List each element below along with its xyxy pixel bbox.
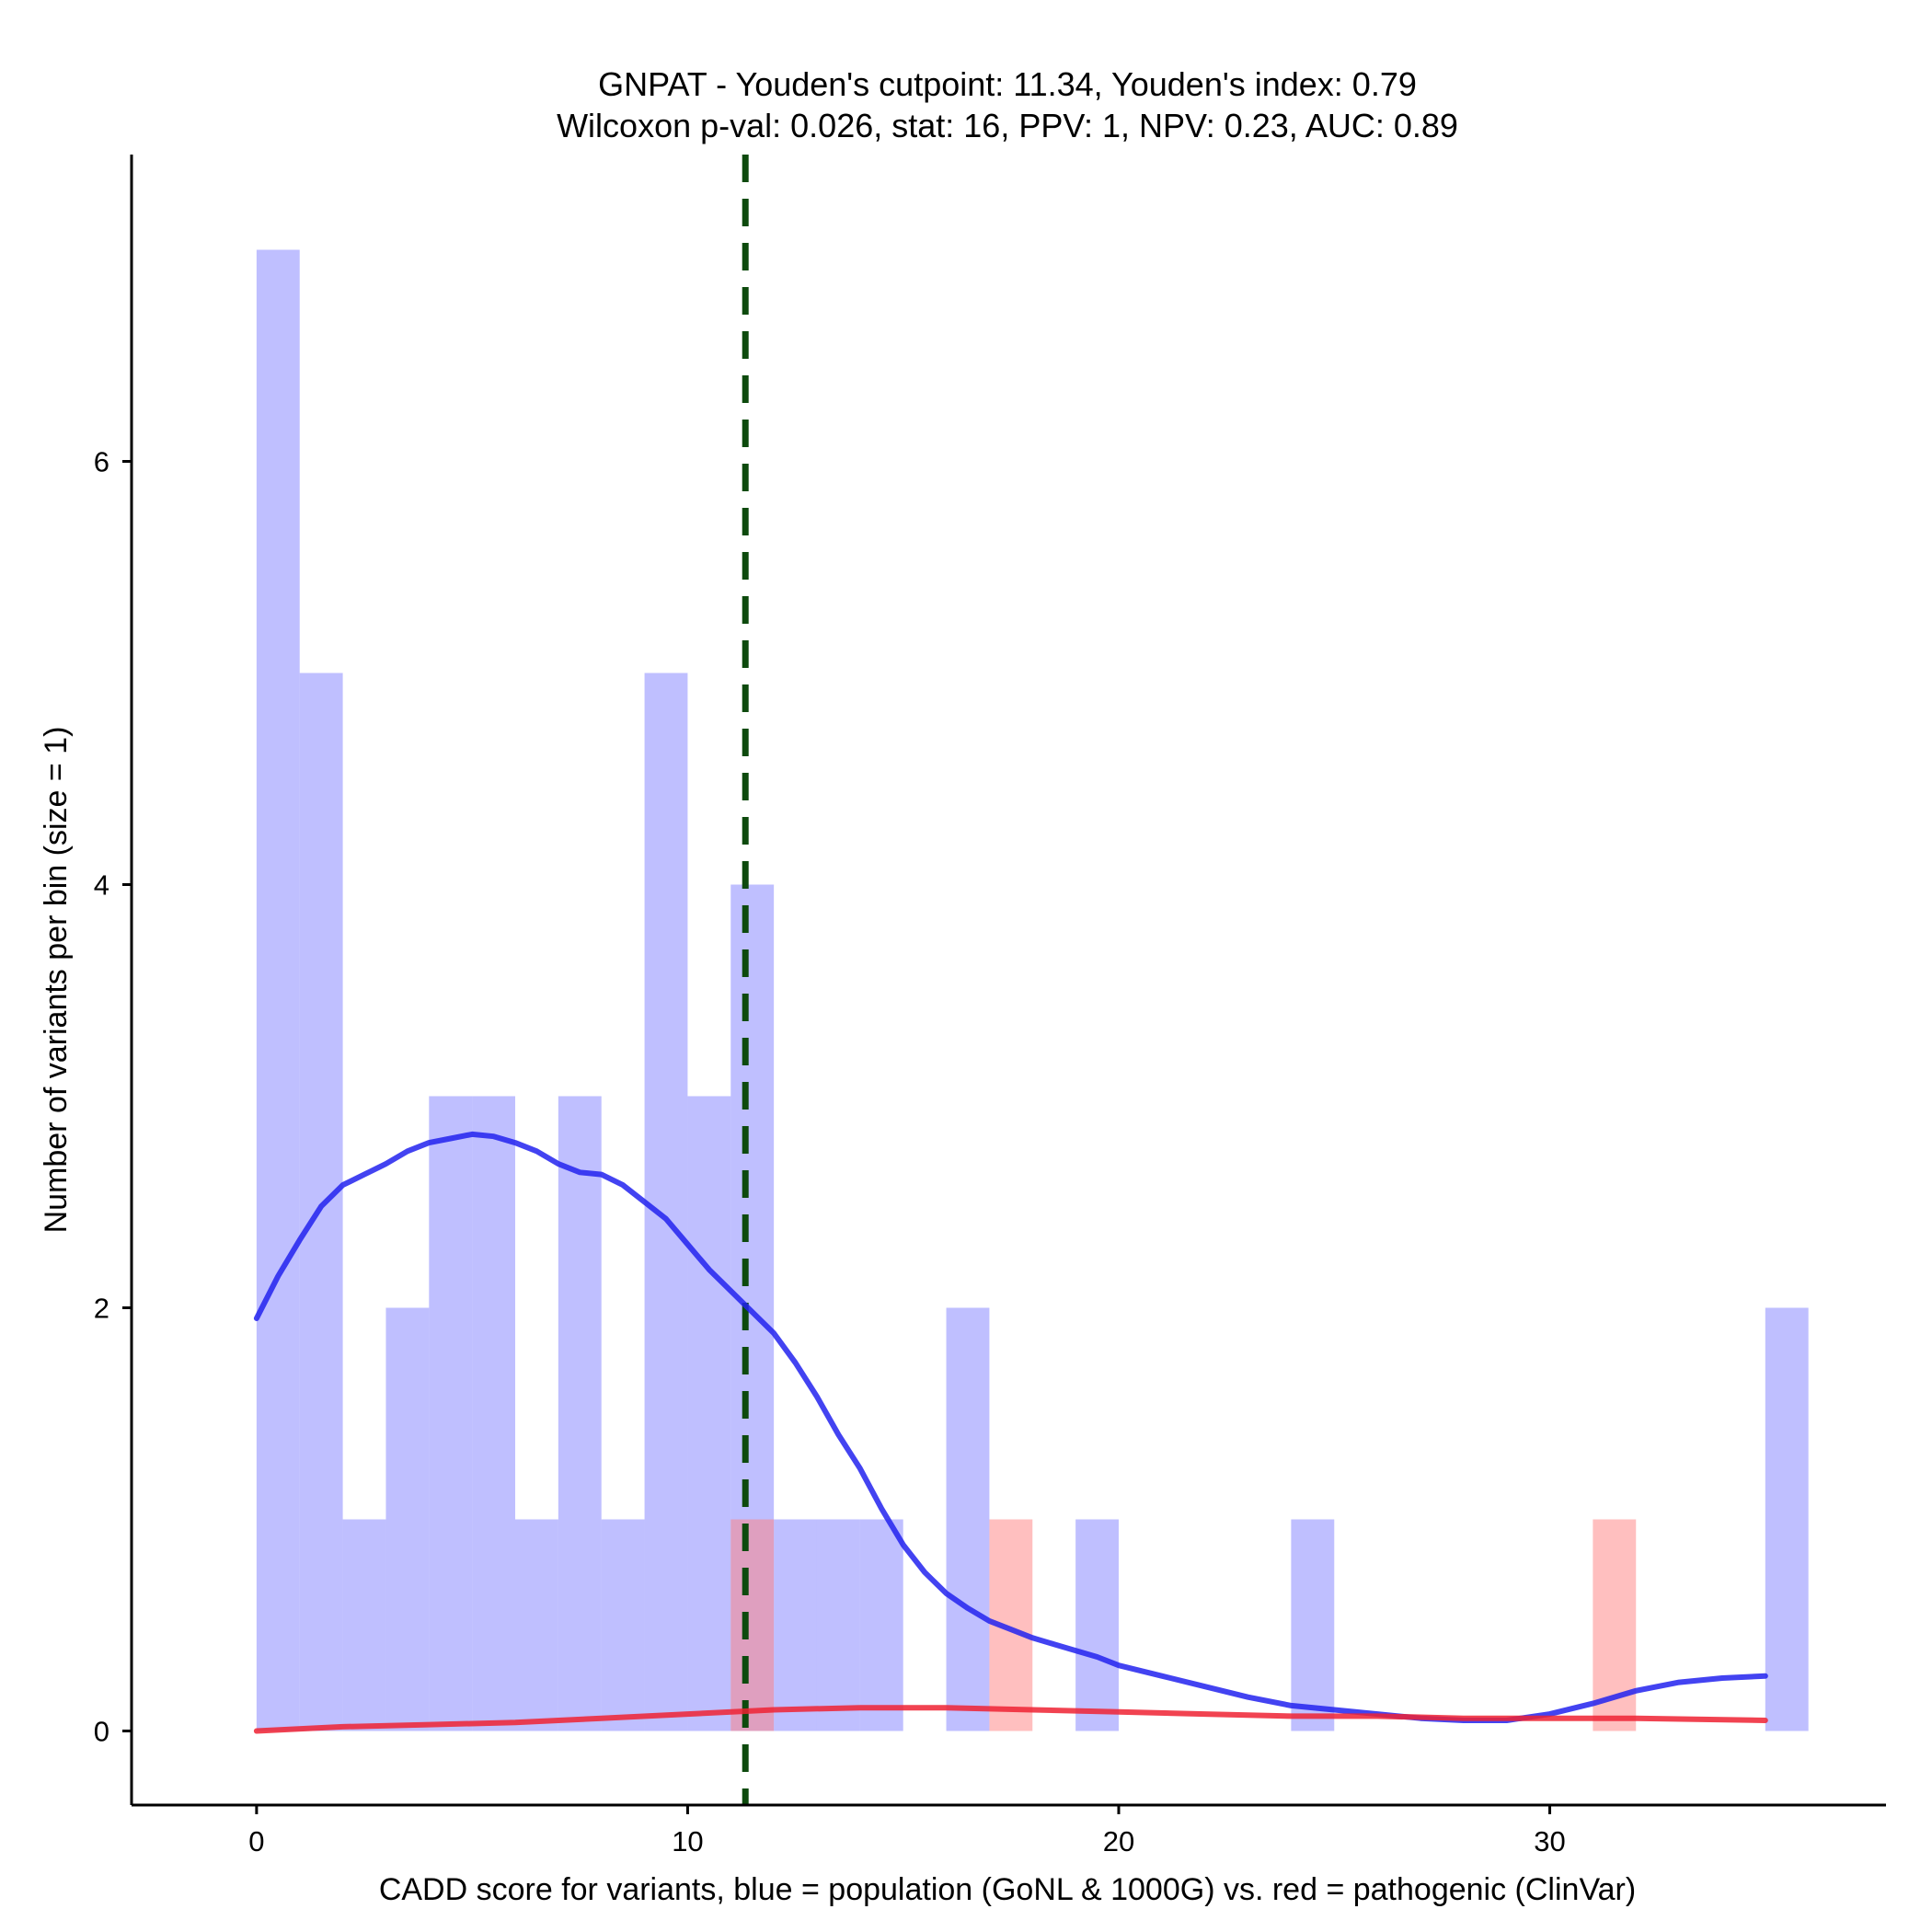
population-bar-2 bbox=[342, 1519, 386, 1731]
y-axis-label: Number of variants per bin (size = 1) bbox=[39, 727, 74, 1234]
y-tick-label-0: 0 bbox=[94, 1716, 109, 1748]
chart-title-line-1: GNPAT - Youden's cutpoint: 11.34, Youden… bbox=[598, 65, 1417, 103]
density-lines bbox=[253, 1131, 1768, 1734]
x-tick-label-20: 20 bbox=[1103, 1825, 1134, 1857]
x-tick-label-30: 30 bbox=[1534, 1825, 1565, 1857]
population-bar-16 bbox=[946, 1307, 990, 1731]
population-bar-13 bbox=[816, 1519, 860, 1731]
population-bar-24 bbox=[1291, 1519, 1335, 1731]
x-axis-label: CADD score for variants, blue = populati… bbox=[379, 1872, 1636, 1907]
population-bar-0 bbox=[256, 249, 300, 1731]
x-tick-label-0: 0 bbox=[248, 1825, 264, 1857]
population-bar-5 bbox=[472, 1096, 516, 1731]
chart-title-line-2: Wilcoxon p-val: 0.026, stat: 16, PPV: 1,… bbox=[557, 107, 1458, 144]
axes: 0 10 20 30 0 2 4 6 bbox=[94, 155, 1886, 1857]
x-tick-label-10: 10 bbox=[672, 1825, 703, 1857]
population-bar-6 bbox=[515, 1519, 558, 1731]
y-tick-label-6: 6 bbox=[94, 446, 109, 478]
population-density-line bbox=[253, 1131, 1768, 1723]
population-bar-14 bbox=[859, 1519, 903, 1731]
population-bar-12 bbox=[774, 1519, 817, 1731]
population-bar-19 bbox=[1075, 1519, 1119, 1731]
population-bar-4 bbox=[429, 1096, 473, 1731]
population-bar-8 bbox=[601, 1519, 645, 1731]
population-bar-7 bbox=[558, 1096, 602, 1731]
histogram-bars bbox=[256, 249, 1809, 1731]
y-tick-label-4: 4 bbox=[94, 869, 109, 902]
population-bar-9 bbox=[644, 673, 688, 1731]
pathogenic-density-line bbox=[253, 1705, 1768, 1734]
population-bar-3 bbox=[385, 1307, 430, 1731]
pathogenic-bar-11 bbox=[730, 1519, 775, 1731]
y-tick-label-2: 2 bbox=[94, 1293, 109, 1325]
population-bar-10 bbox=[687, 1096, 731, 1731]
population-bar-35 bbox=[1765, 1307, 1809, 1731]
population-bar-1 bbox=[299, 673, 343, 1731]
